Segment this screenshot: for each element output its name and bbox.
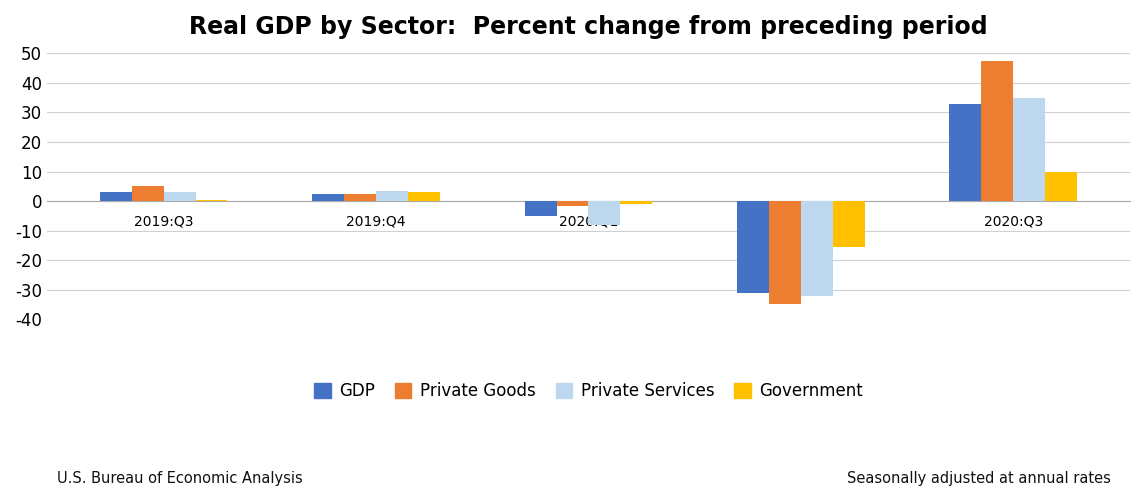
- Bar: [100, 192, 132, 201]
- Bar: [769, 201, 800, 304]
- Bar: [737, 201, 769, 293]
- Bar: [376, 191, 408, 201]
- Bar: [345, 193, 376, 201]
- Legend: GDP, Private Goods, Private Services, Government: GDP, Private Goods, Private Services, Go…: [307, 375, 869, 407]
- Bar: [589, 201, 621, 225]
- Bar: [949, 104, 981, 201]
- Title: Real GDP by Sector:  Percent change from preceding period: Real GDP by Sector: Percent change from …: [189, 15, 988, 39]
- Bar: [164, 192, 196, 201]
- Text: Seasonally adjusted at annual rates: Seasonally adjusted at annual rates: [847, 471, 1111, 486]
- Bar: [800, 201, 832, 296]
- Bar: [981, 61, 1013, 201]
- Bar: [832, 201, 864, 247]
- Bar: [408, 192, 440, 201]
- Text: U.S. Bureau of Economic Analysis: U.S. Bureau of Economic Analysis: [57, 471, 303, 486]
- Bar: [621, 201, 653, 204]
- Bar: [556, 201, 589, 206]
- Bar: [524, 201, 556, 216]
- Bar: [1045, 171, 1077, 201]
- Bar: [1013, 98, 1045, 201]
- Bar: [313, 193, 345, 201]
- Bar: [196, 200, 228, 201]
- Bar: [132, 186, 164, 201]
